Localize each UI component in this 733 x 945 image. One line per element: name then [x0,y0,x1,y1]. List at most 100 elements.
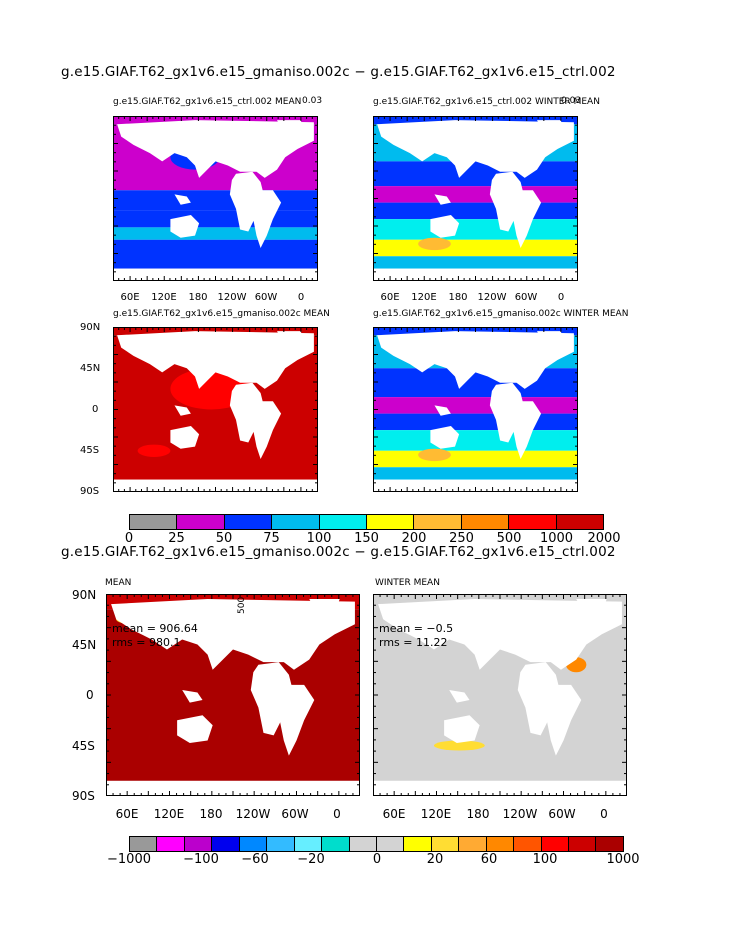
colorbar-label: 75 [263,531,280,546]
colorbar-swatch [349,837,377,851]
colorbar-label: −20 [297,852,325,867]
lon-label: 60E [382,807,406,821]
land-mask [500,601,592,660]
colorbar-swatch [569,837,597,851]
lon-label: 0 [557,292,565,303]
colorbar-label: −60 [241,852,269,867]
lon-label: 120E [420,807,452,821]
land-mask [537,331,562,346]
colorbar-label: 100 [306,531,332,546]
land-mask [229,171,265,232]
land-mask [174,194,191,205]
land-mask [512,190,542,248]
land-mask [277,331,302,346]
lat-label: 45S [80,445,100,456]
ocean-field-band [373,467,578,480]
map-gm-mean [113,327,318,492]
colorbar-swatch [596,837,623,851]
panel-title-diff-mean: MEAN [105,578,132,588]
map-gm-winter [373,327,578,492]
colorbar-swatch [461,515,510,529]
lon-label: 0 [333,807,341,821]
lat-label: 90N [80,322,101,333]
land-mask [174,405,191,416]
panel-title-diff-winter: WINTER MEAN [375,578,440,588]
land-mask [309,599,340,617]
colorbar-bottom [129,836,624,852]
lon-label: 180 [466,807,490,821]
land-mask [182,689,203,703]
lon-label: 60W [514,292,538,303]
colorbar-swatch [212,837,240,851]
panel-title-ctrl-mean: g.e15.GIAF.T62_gx1v6.e15_ctrl.002 MEAN [113,97,302,107]
ocean-field-band [113,227,318,240]
lon-label: 60W [254,292,278,303]
colorbar-bottom-labels: −1000 −100 −60 −20 0 20 60 100 1000 [105,852,645,868]
colorbar-label: 150 [354,531,379,546]
land-mask [233,601,325,660]
ocean-field-band [113,190,318,211]
ocean-field-band [373,368,578,398]
map-ctrl-mean [113,116,318,281]
ocean-field-band [373,256,578,269]
colorbar-swatch [130,515,178,529]
land-mask [170,426,200,449]
panel-title-ctrl-winter: g.e15.GIAF.T62_gx1v6.e15_ctrl.002 WINTER… [373,97,600,107]
colorbar-swatch [272,515,320,529]
lon-label: 120W [477,292,507,303]
colorbar-label: 2000 [587,531,621,546]
land-mask [489,382,525,443]
ocean-field-band [113,210,318,228]
colorbar-swatch [267,837,295,851]
diff-winter-mean-text: mean = −0.5 [379,622,454,635]
lon-label: 0 [297,292,305,303]
land-mask [430,426,460,449]
colorbar-label: 60 [480,852,498,867]
ocean-field-band [113,239,318,269]
lon-label: 120E [411,292,437,303]
land-mask [537,120,562,135]
land-mask [512,401,542,459]
lon-label: 180 [188,292,208,303]
colorbar-swatch [224,515,273,529]
land-mask [278,684,315,756]
land-mask [430,215,460,238]
colorbar-label: 250 [449,531,474,546]
land-mask [229,382,265,443]
colorbar-label: 100 [532,852,558,867]
colorbar-label: 50 [215,531,233,546]
colorbar-swatch [239,837,268,851]
ocean-field-band [373,161,578,187]
colorbar-label: 25 [168,531,185,546]
colorbar-swatch [367,515,415,529]
ocean-field-patch [137,444,171,457]
land-mask [252,190,282,248]
colorbar-label: 500 [496,531,522,546]
panel-title-gm-mean: g.e15.GIAF.T62_gx1v6.e15_gmaniso.002c ME… [113,309,330,319]
lon-label: 120E [151,292,177,303]
land-mask [576,599,607,617]
lon-label: 120W [235,807,271,821]
colorbar-swatch [177,515,225,529]
lon-label: 60W [281,807,309,821]
colorbar-swatch [414,515,462,529]
colorbar-swatch [319,515,368,529]
land-mask [215,122,290,170]
ocean-field-patch [418,237,451,251]
map-diff-mean [106,594,360,796]
colorbar-swatch [130,837,158,851]
lat-label: 45N [72,638,97,652]
land-mask [170,215,200,238]
colorbar-label: 1000 [606,852,640,867]
bottom-figure-title: g.e15.GIAF.T62_gx1v6.e15_gmaniso.002c − … [61,544,616,560]
colorbar-swatch [404,837,432,851]
colorbar-swatch [184,837,213,851]
lat-label: 0 [92,404,99,415]
lon-label: 120W [502,807,538,821]
diff-mean-mean-text: mean = 906.64 [112,622,198,635]
lat-label: 90S [72,789,95,803]
diff-mean-rms-text: rms = 980.1 [112,636,181,649]
ocean-field-band [373,397,578,414]
lon-label: 120E [153,807,185,821]
diff-mean-contour-label: 500 [237,596,247,614]
